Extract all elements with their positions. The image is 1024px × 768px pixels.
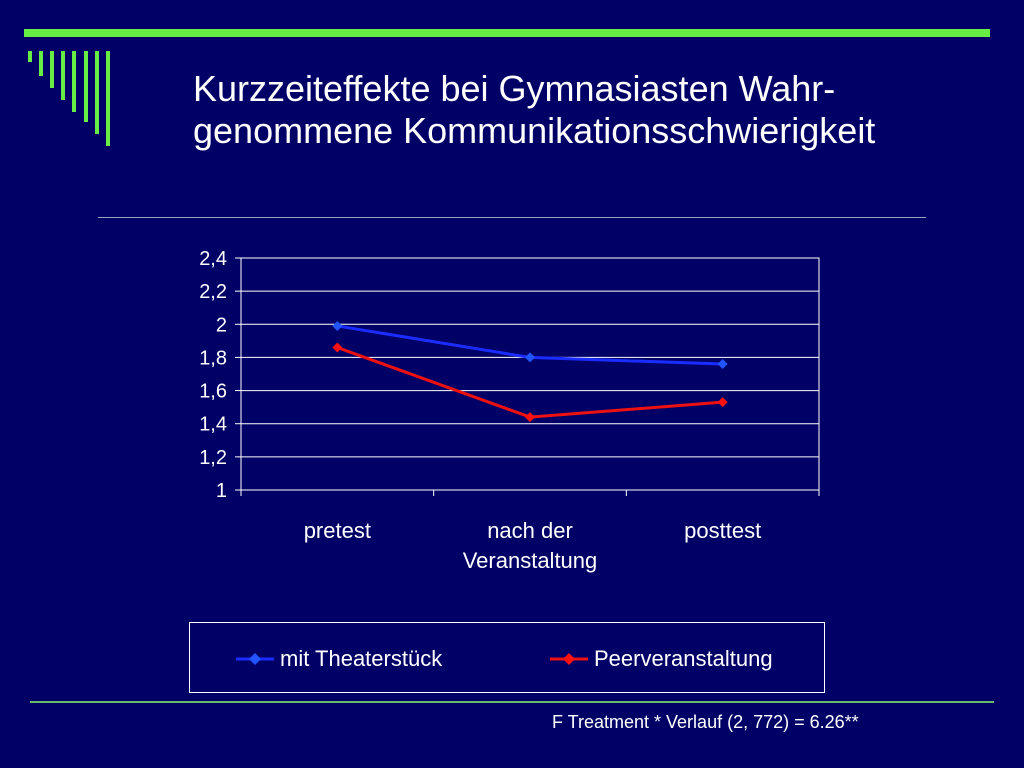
- statistics-footnote: F Treatment * Verlauf (2, 772) = 6.26**: [552, 712, 859, 732]
- x-tick-label: pretest: [304, 518, 371, 543]
- x-tick-label: posttest: [684, 518, 761, 543]
- legend-item-series-2: Peerveranstaltung: [550, 646, 773, 671]
- data-point-series-1: [525, 352, 535, 363]
- decorative-stripe: [72, 51, 76, 112]
- chart-legend: mit Theaterstück Peerveranstaltung: [189, 622, 825, 693]
- plot-area: [240, 257, 820, 491]
- top-accent-bar: [24, 29, 990, 37]
- decorative-stripe: [39, 51, 43, 76]
- legend-item-series-1: mit Theaterstück: [236, 646, 443, 671]
- y-tick-label: 1,6: [199, 381, 227, 403]
- legend-label-series-1: mit Theaterstück: [280, 646, 443, 671]
- data-point-series-2: [717, 397, 728, 408]
- decorative-stripe: [28, 51, 32, 62]
- decorative-stripe: [61, 51, 65, 100]
- y-tick-label: 1: [216, 480, 227, 502]
- x-tick-label: nach der Veranstaltung: [463, 518, 598, 573]
- x-tick-label-line: posttest: [684, 518, 761, 543]
- y-tick-label: 2: [216, 314, 227, 336]
- y-tick-label: 1,2: [199, 447, 227, 469]
- data-point-series-1: [717, 359, 728, 370]
- y-tick-label: 2,4: [199, 248, 227, 270]
- decorative-stripe: [50, 51, 54, 88]
- data-point-series-2: [332, 342, 343, 353]
- data-point-series-1: [332, 320, 343, 331]
- y-tick-label: 1,8: [199, 347, 227, 369]
- slide-title-line-2: genommene Kommunikationsschwierigkeit: [193, 110, 876, 151]
- decorative-stripe: [84, 51, 88, 122]
- legend-marker-series-1: [236, 653, 274, 665]
- slide-title: Kurzzeiteffekte bei Gymnasiasten Wahr- g…: [193, 68, 1013, 152]
- x-tick-label-line: Veranstaltung: [463, 548, 598, 573]
- x-tick-label-line: nach der: [487, 518, 573, 543]
- x-tick-label-line: pretest: [304, 518, 371, 543]
- slide-title-line-1: Kurzzeiteffekte bei Gymnasiasten Wahr-: [193, 68, 836, 109]
- data-point-series-2: [525, 412, 535, 423]
- decorative-stripe: [106, 51, 110, 146]
- line-chart: 1 1,2 1,4 1,6 1,8 2 2,2 2,4 pretest nach der Veran…: [199, 248, 820, 573]
- y-tick-label: 2,2: [199, 281, 227, 303]
- legend-label-series-2: Peerveranstaltung: [594, 646, 773, 671]
- y-tick-label: 1,4: [199, 414, 227, 436]
- title-divider: [98, 217, 926, 218]
- decorative-stripes-icon: [28, 51, 110, 146]
- footer-divider: [30, 701, 994, 703]
- decorative-stripe: [95, 51, 99, 134]
- legend-marker-series-2: [550, 653, 588, 665]
